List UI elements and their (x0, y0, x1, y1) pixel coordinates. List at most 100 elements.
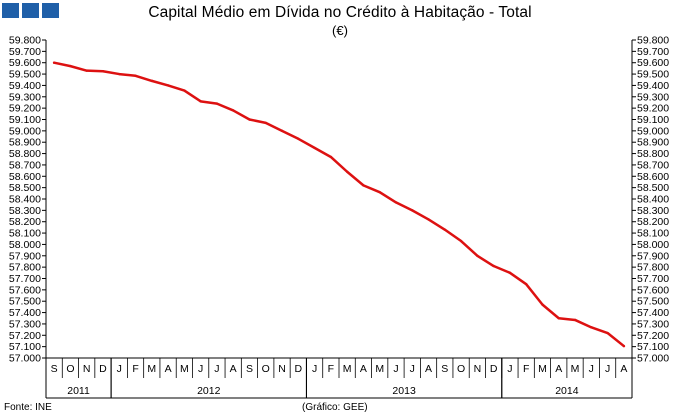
y-tick-label-right: 58.500 (637, 182, 669, 194)
chart-credit: (Gráfico: GEE) (302, 402, 368, 413)
data-point (411, 209, 414, 212)
data-point (459, 239, 463, 243)
y-tick-label-left: 57.700 (9, 273, 41, 285)
month-label: J (410, 363, 415, 375)
month-label: J (312, 363, 317, 375)
data-point (329, 155, 333, 159)
data-point (264, 121, 267, 125)
data-point (394, 201, 398, 204)
y-tick-label-right: 58.400 (637, 194, 669, 206)
y-tick-label-left: 57.100 (9, 341, 41, 353)
data-point (443, 228, 447, 231)
data-point (476, 254, 479, 257)
y-tick-label-right: 57.700 (637, 273, 669, 285)
logo-block (22, 3, 39, 18)
data-point (508, 271, 512, 275)
y-tick-label-left: 59.700 (9, 46, 41, 58)
y-tick-label-right: 58.600 (637, 171, 669, 183)
y-tick-label-right: 59.700 (637, 46, 669, 58)
chart-unit: (€) (332, 23, 348, 38)
month-label: J (507, 363, 512, 375)
month-label: F (328, 363, 334, 375)
y-tick-label-right: 58.100 (637, 228, 669, 240)
y-tick-label-left: 57.600 (9, 284, 41, 296)
year-label: 2014 (555, 385, 579, 397)
year-label: 2013 (392, 385, 416, 397)
y-tick-label-left: 57.500 (9, 296, 41, 308)
y-tick-label-right: 58.000 (637, 239, 669, 251)
y-tick-label-left: 59.400 (9, 80, 41, 92)
month-label: N (83, 363, 91, 375)
y-tick-label-right: 57.400 (637, 307, 669, 319)
y-tick-label-right: 59.200 (637, 103, 669, 115)
data-point (199, 100, 202, 103)
y-tick-label-right: 57.000 (637, 353, 669, 365)
y-tick-label-right: 59.400 (637, 80, 669, 92)
year-label: 2012 (197, 385, 221, 397)
y-tick-label-right: 57.900 (637, 250, 669, 262)
data-point (541, 303, 544, 306)
y-tick-label-right: 57.800 (637, 262, 669, 274)
data-point (248, 118, 251, 121)
month-label: M (375, 363, 384, 375)
month-label: O (457, 363, 465, 375)
y-tick-label-left: 59.600 (9, 57, 41, 69)
data-point (231, 109, 235, 112)
month-label: A (555, 363, 562, 375)
data-point (492, 264, 495, 268)
y-tick-label-right: 59.600 (637, 57, 669, 69)
month-label: O (262, 363, 270, 375)
y-tick-label-left: 59.100 (9, 114, 41, 126)
y-tick-label-left: 57.300 (9, 318, 41, 330)
month-label: A (425, 363, 432, 375)
y-tick-label-left: 57.200 (9, 330, 41, 342)
month-label: A (230, 363, 237, 375)
y-tick-label-left: 58.200 (9, 216, 41, 228)
y-tick-label-left: 58.400 (9, 194, 41, 206)
logo-block (2, 3, 19, 18)
month-label: J (605, 363, 610, 375)
y-tick-label-left: 59.500 (9, 69, 41, 81)
y-tick-label-left: 59.000 (9, 125, 41, 137)
month-label: M (180, 363, 189, 375)
y-tick-label-left: 58.300 (9, 205, 41, 217)
month-label: O (66, 363, 74, 375)
y-tick-label-left: 58.900 (9, 137, 41, 149)
y-tick-label-right: 59.800 (637, 35, 669, 47)
series-line (52, 61, 626, 348)
y-tick-label-right: 57.200 (637, 330, 669, 342)
month-label: A (620, 363, 627, 375)
month-label: D (295, 363, 303, 375)
data-point (557, 317, 560, 320)
month-label: A (165, 363, 172, 375)
month-label: J (198, 363, 203, 375)
data-point (427, 218, 430, 221)
y-tick-label-left: 57.400 (9, 307, 41, 319)
y-tick-label-left: 58.700 (9, 159, 41, 171)
data-point (590, 326, 593, 329)
y-tick-label-left: 57.800 (9, 262, 41, 274)
y-tick-label-left: 57.900 (9, 250, 41, 262)
data-point (345, 170, 349, 173)
month-label: N (278, 363, 286, 375)
data-point (622, 344, 626, 348)
month-label: F (523, 363, 529, 375)
month-label: J (117, 363, 122, 375)
month-label: S (441, 363, 448, 375)
y-tick-label-right: 59.000 (637, 125, 669, 137)
month-label: M (147, 363, 156, 375)
month-label: J (393, 363, 398, 375)
data-point (215, 102, 219, 105)
month-label: M (538, 363, 547, 375)
y-tick-label-right: 58.700 (637, 159, 669, 171)
data-point (573, 318, 577, 322)
data-point (52, 61, 56, 64)
month-label: D (490, 363, 498, 375)
y-tick-label-right: 57.600 (637, 284, 669, 296)
data-point (150, 79, 154, 83)
data-point (362, 184, 365, 187)
month-label: S (51, 363, 58, 375)
y-tick-label-left: 58.500 (9, 182, 41, 194)
y-tick-label-right: 59.500 (637, 69, 669, 81)
y-tick-label-right: 57.500 (637, 296, 669, 308)
